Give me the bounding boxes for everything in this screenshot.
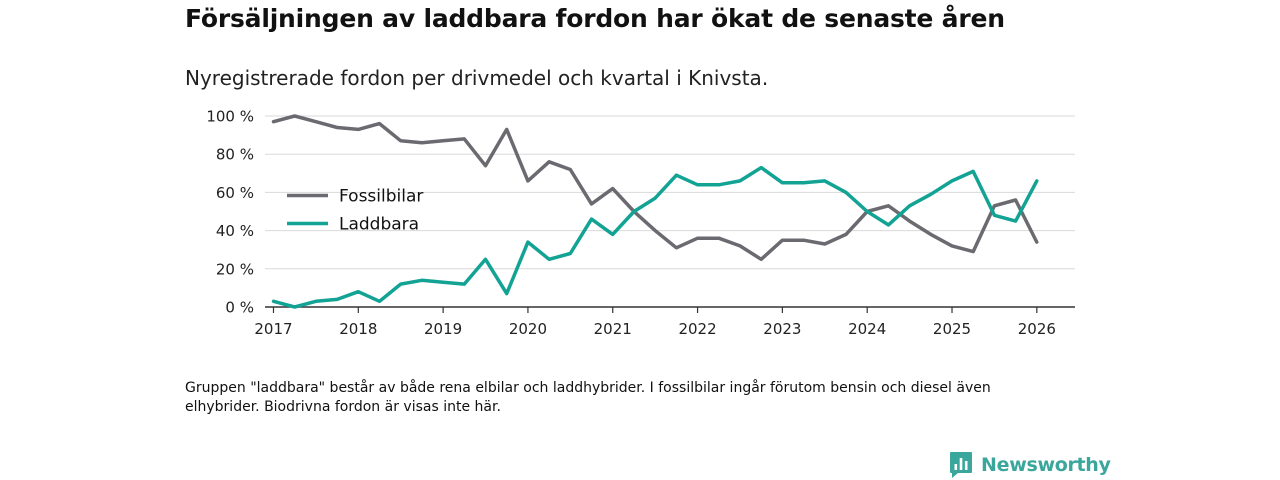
x-tick-label: 2019 xyxy=(424,320,462,338)
legend: Fossilbilar Laddbara xyxy=(287,187,423,235)
brand-logo[interactable]: Newsworthy xyxy=(949,450,1111,480)
chart-title: Försäljningen av laddbara fordon har öka… xyxy=(185,4,1005,33)
y-tick-label: 100 % xyxy=(206,108,254,126)
axes: 2017 2018 2019 2020 2021 2022 2023 2024 2025 2026 xyxy=(254,306,1075,338)
y-tick-label: 40 % xyxy=(216,222,254,240)
footnote: Gruppen "laddbara" består av både rena e… xyxy=(185,380,991,415)
legend-label-laddbara: Laddbara xyxy=(339,215,419,235)
brand-name: Newsworthy xyxy=(981,454,1111,476)
x-tick-label: 2017 xyxy=(254,320,292,338)
x-tick-label: 2018 xyxy=(339,320,377,338)
legend-label-fossilbilar: Fossilbilar xyxy=(339,187,423,207)
y-tick-label: 20 % xyxy=(216,260,254,278)
series-lines xyxy=(271,114,1039,309)
gridlines: 0 % 20 % 40 % 60 % 80 % 100 % xyxy=(206,108,1075,317)
x-tick-label: 2022 xyxy=(678,320,716,338)
line-chart: 0 % 20 % 40 % 60 % 80 % 100 % 2017 2018 2019 202… xyxy=(206,108,1075,338)
x-tick-label: 2026 xyxy=(1018,320,1056,338)
x-tick-label: 2024 xyxy=(848,320,886,338)
x-tick-label: 2025 xyxy=(933,320,971,338)
x-tick-label: 2023 xyxy=(763,320,801,338)
y-tick-label: 80 % xyxy=(216,146,254,164)
newsworthy-logo-icon xyxy=(950,452,972,478)
chart-subtitle: Nyregistrerade fordon per drivmedel och … xyxy=(185,66,769,90)
series-line-fossilbilar xyxy=(271,114,1039,262)
x-tick-label: 2021 xyxy=(594,320,632,338)
y-tick-label: 60 % xyxy=(216,184,254,202)
series-line-laddbara xyxy=(271,165,1039,309)
y-tick-label: 0 % xyxy=(225,299,254,317)
x-tick-label: 2020 xyxy=(509,320,547,338)
